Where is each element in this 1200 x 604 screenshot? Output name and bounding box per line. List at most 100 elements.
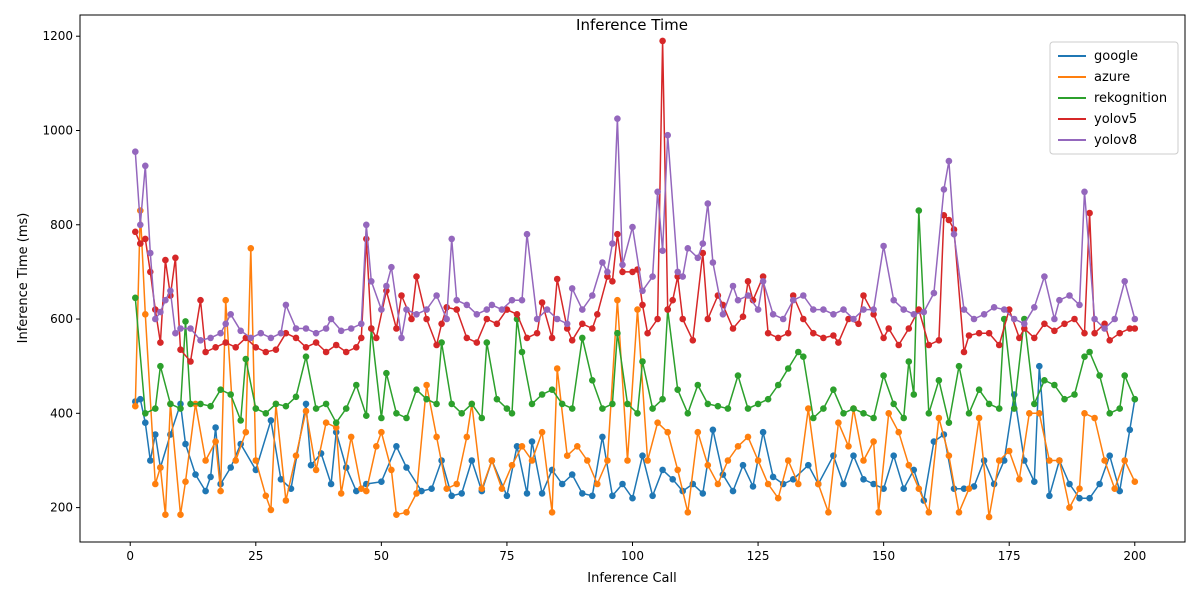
data-point [553, 275, 561, 283]
data-point [639, 301, 646, 309]
data-point [940, 186, 948, 193]
data-point [478, 485, 486, 493]
series-rekognition [132, 207, 1139, 427]
data-point [418, 487, 425, 495]
data-point [1111, 315, 1118, 323]
data-point [744, 405, 752, 412]
data-point [634, 410, 641, 417]
data-point [413, 311, 420, 318]
y-tick-label: 400 [50, 406, 73, 420]
data-point [920, 308, 928, 316]
data-point [267, 506, 275, 514]
data-point [744, 433, 752, 441]
data-point [1131, 315, 1139, 323]
data-point [835, 339, 842, 346]
data-point [754, 457, 762, 464]
data-point [332, 424, 340, 431]
data-point [945, 452, 953, 460]
data-point [132, 148, 139, 155]
data-point [860, 476, 867, 483]
data-point [795, 480, 802, 488]
data-point [358, 485, 365, 493]
y-tick-label: 800 [50, 218, 73, 232]
data-point [739, 313, 747, 321]
data-point [423, 306, 430, 313]
data-point [177, 325, 184, 332]
data-point [548, 334, 556, 342]
data-point [885, 325, 892, 332]
data-point [624, 457, 631, 464]
data-point [619, 268, 626, 276]
data-point [1021, 320, 1028, 328]
data-point [980, 311, 988, 318]
data-point [654, 315, 661, 323]
data-point [533, 315, 541, 323]
data-point [1081, 410, 1088, 417]
data-point [970, 315, 978, 323]
data-point [639, 358, 646, 365]
data-point [774, 334, 782, 342]
data-point [965, 485, 973, 493]
data-point [589, 292, 596, 299]
data-point [744, 292, 752, 299]
data-point [463, 301, 471, 309]
data-point [784, 329, 792, 337]
data-point [1101, 320, 1108, 328]
data-point [835, 419, 842, 427]
x-tick-label: 150 [872, 549, 895, 563]
x-tick-label: 50 [374, 549, 389, 563]
data-point [674, 386, 681, 394]
data-point [614, 230, 621, 238]
data-point [579, 334, 586, 342]
data-point [277, 329, 285, 337]
data-point [800, 292, 807, 299]
data-point [142, 235, 149, 243]
data-point [985, 513, 993, 521]
data-point [930, 289, 938, 297]
data-point [137, 221, 144, 229]
data-point [353, 381, 360, 389]
data-point [448, 400, 456, 408]
data-point [860, 306, 867, 313]
data-point [563, 325, 571, 332]
data-point [945, 216, 953, 224]
data-point [840, 480, 847, 488]
data-point [1106, 452, 1113, 460]
data-point [774, 494, 782, 502]
data-point [262, 492, 270, 500]
data-point [1076, 301, 1083, 309]
data-point [574, 443, 581, 450]
y-tick-label: 1000 [42, 123, 73, 137]
data-point [162, 256, 169, 264]
data-point [609, 240, 616, 247]
data-point [262, 348, 270, 356]
data-point [900, 306, 907, 313]
data-point [312, 329, 320, 337]
data-point [322, 419, 330, 427]
data-point [322, 325, 330, 332]
data-point [312, 339, 320, 346]
data-point [403, 464, 410, 471]
data-point [423, 315, 430, 323]
data-point [754, 400, 762, 408]
data-point [388, 263, 395, 271]
data-point [538, 428, 546, 436]
data-point [629, 494, 636, 502]
data-point [619, 480, 626, 488]
data-point [729, 282, 737, 290]
data-point [187, 400, 194, 408]
data-point [182, 440, 189, 448]
data-point [438, 320, 445, 328]
data-point [368, 325, 375, 332]
data-point [408, 315, 415, 323]
data-point [137, 207, 144, 214]
data-point [172, 329, 179, 337]
data-point [403, 306, 410, 313]
data-point [800, 353, 807, 361]
data-point [282, 301, 290, 309]
data-point [925, 509, 933, 516]
data-point [373, 334, 380, 342]
data-point [1081, 188, 1088, 196]
data-point [654, 419, 661, 427]
